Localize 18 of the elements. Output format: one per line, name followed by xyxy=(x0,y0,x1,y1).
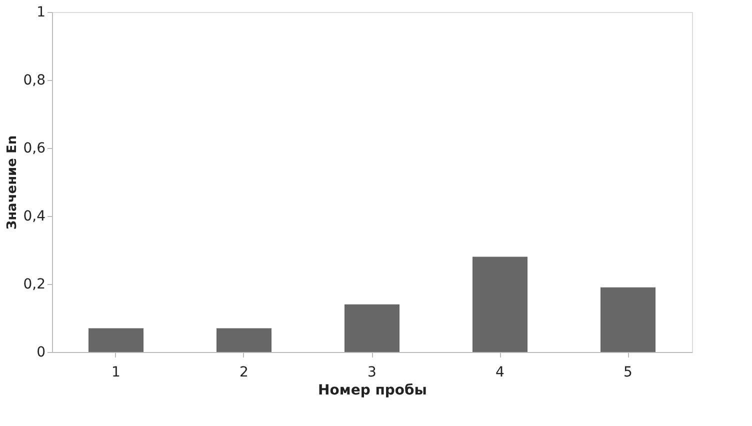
y-tick-label: 0,2 xyxy=(23,276,46,292)
bar xyxy=(344,304,400,352)
bar xyxy=(472,256,528,352)
bar xyxy=(88,328,144,352)
x-tick-label: 2 xyxy=(240,364,248,380)
bar xyxy=(600,287,656,352)
bar xyxy=(216,328,272,352)
y-tick-label: 0,4 xyxy=(23,208,46,224)
y-tick-label: 0,8 xyxy=(23,72,46,88)
x-tick-label: 1 xyxy=(112,364,120,380)
x-tick-label: 3 xyxy=(368,364,376,380)
y-axis-title: Значение En xyxy=(5,135,20,230)
x-tick-label: 5 xyxy=(624,364,632,380)
y-tick-label: 0,6 xyxy=(23,140,46,156)
y-tick-label: 0 xyxy=(36,344,46,360)
x-axis-title: Номер пробы xyxy=(318,382,427,398)
y-tick-label: 1 xyxy=(36,4,46,20)
x-tick-label: 4 xyxy=(496,364,505,380)
